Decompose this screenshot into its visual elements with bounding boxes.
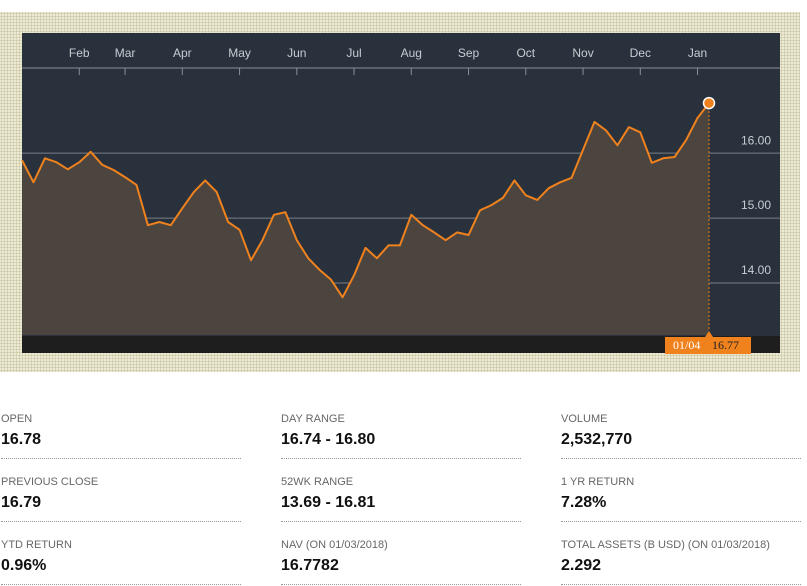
stat-value: 0.96% — [1, 557, 47, 574]
y-tick-label: 14.00 — [741, 263, 771, 277]
stat-value: 13.69 - 16.81 — [281, 494, 376, 511]
stat: NAV (ON 01/03/2018) 16.7782 — [281, 539, 521, 585]
stat-label: 52WK RANGE — [281, 476, 354, 488]
x-tick-label: Aug — [401, 46, 422, 60]
x-tick-label: Apr — [173, 46, 192, 60]
stat-label: 1 YR RETURN — [561, 476, 635, 488]
stat-label: VOLUME — [561, 413, 608, 425]
tooltip-value: 16.77 — [712, 338, 739, 352]
y-tick-label: 15.00 — [741, 198, 771, 212]
x-tick-label: Dec — [630, 46, 651, 60]
stat-label: PREVIOUS CLOSE — [1, 476, 99, 488]
stat: PREVIOUS CLOSE 16.79 — [1, 476, 241, 522]
stat: VOLUME 2,532,770 — [561, 413, 801, 459]
stat-value: 16.78 — [1, 431, 42, 448]
stat-value: 16.7782 — [281, 557, 339, 574]
stat-value: 2,532,770 — [561, 431, 633, 448]
stat-value: 16.74 - 16.80 — [281, 431, 376, 448]
y-tick-label: 16.00 — [741, 133, 771, 147]
tooltip-box — [665, 337, 751, 354]
stat-label: NAV (ON 01/03/2018) — [281, 539, 388, 551]
stat-label: YTD RETURN — [1, 539, 72, 551]
last-point — [702, 96, 716, 110]
stat-value: 2.292 — [561, 557, 602, 574]
x-tick-label: May — [228, 46, 251, 60]
x-tick-label: Oct — [516, 46, 535, 60]
stat-label: OPEN — [1, 413, 33, 425]
x-tick-label: Mar — [115, 46, 136, 60]
stat: OPEN 16.78 — [1, 413, 241, 459]
stat-label: TOTAL ASSETS (B USD) (ON 01/03/2018) — [561, 539, 770, 551]
stat: TOTAL ASSETS (B USD) (ON 01/03/2018) 2.29… — [561, 539, 801, 585]
x-bar — [22, 336, 780, 353]
price-line — [21, 102, 710, 299]
stat: DAY RANGE 16.74 - 16.80 — [281, 413, 521, 459]
x-tick-label: Jul — [346, 46, 361, 60]
x-tick-label: Jan — [688, 46, 707, 60]
tooltip-pointer — [705, 331, 713, 337]
area-fill — [22, 103, 709, 335]
stat: 52WK RANGE 13.69 - 16.81 — [281, 476, 521, 522]
x-tick-label: Sep — [458, 46, 480, 60]
stat-value: 7.28% — [561, 494, 607, 511]
x-tick-label: Feb — [69, 46, 90, 60]
stat: YTD RETURN 0.96% — [1, 539, 241, 585]
chart: 14.00 15.00 16.00 Feb Mar Apr May Jun Jul Aug Sep O… — [21, 33, 780, 354]
x-tick-label: Nov — [572, 46, 593, 60]
stat-value: 16.79 — [1, 494, 42, 511]
tooltip-date: 01/04 — [673, 338, 700, 352]
stat: 1 YR RETURN 7.28% — [561, 476, 801, 522]
stat-label: DAY RANGE — [281, 413, 345, 425]
x-tick-label: Jun — [287, 46, 306, 60]
